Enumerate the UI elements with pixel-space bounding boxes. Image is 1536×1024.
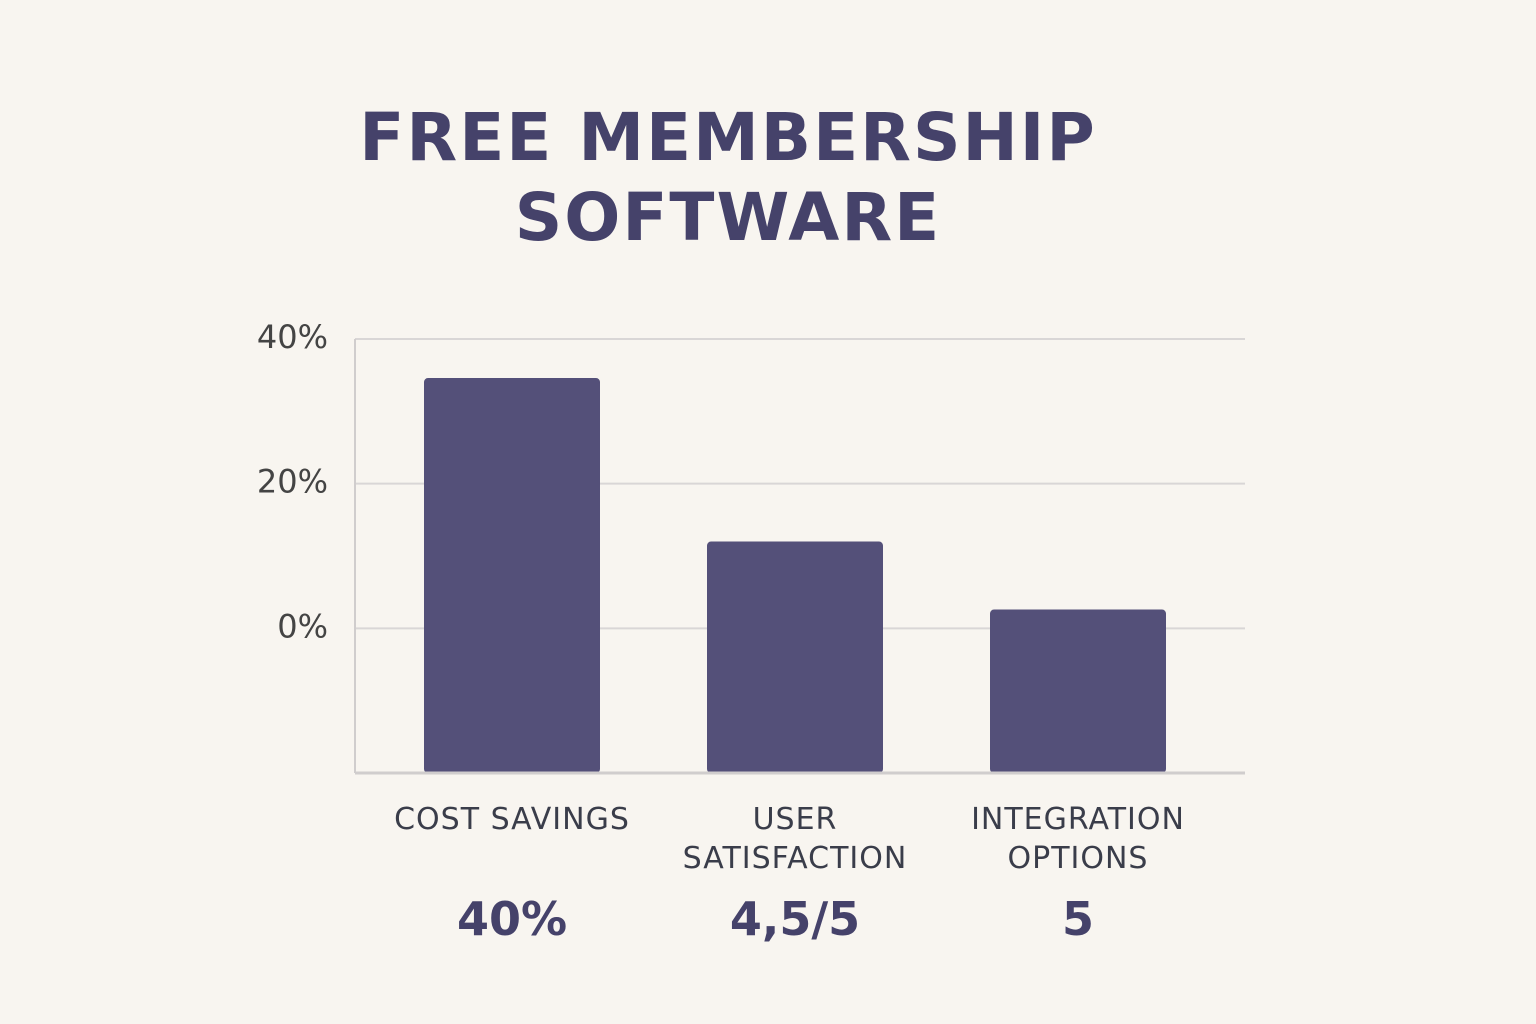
bar <box>990 609 1166 773</box>
x-tick-label: INTEGRATION OPTIONS <box>971 802 1185 876</box>
x-tick-label: USER SATISFACTION <box>682 802 908 876</box>
y-tick-label: 40% <box>257 318 328 356</box>
bar <box>424 378 600 773</box>
bar <box>707 541 883 773</box>
y-tick-label: 0% <box>277 607 328 645</box>
chart-title: FREE MEMBERSHIP SOFTWARE <box>359 99 1097 256</box>
x-tick-label: COST SAVINGS <box>394 802 630 837</box>
stat-label: 4,5/5 <box>729 892 861 946</box>
y-tick-label: 20% <box>257 463 328 501</box>
stat-label: 5 <box>1061 892 1094 946</box>
stat-label: 40% <box>456 892 568 946</box>
